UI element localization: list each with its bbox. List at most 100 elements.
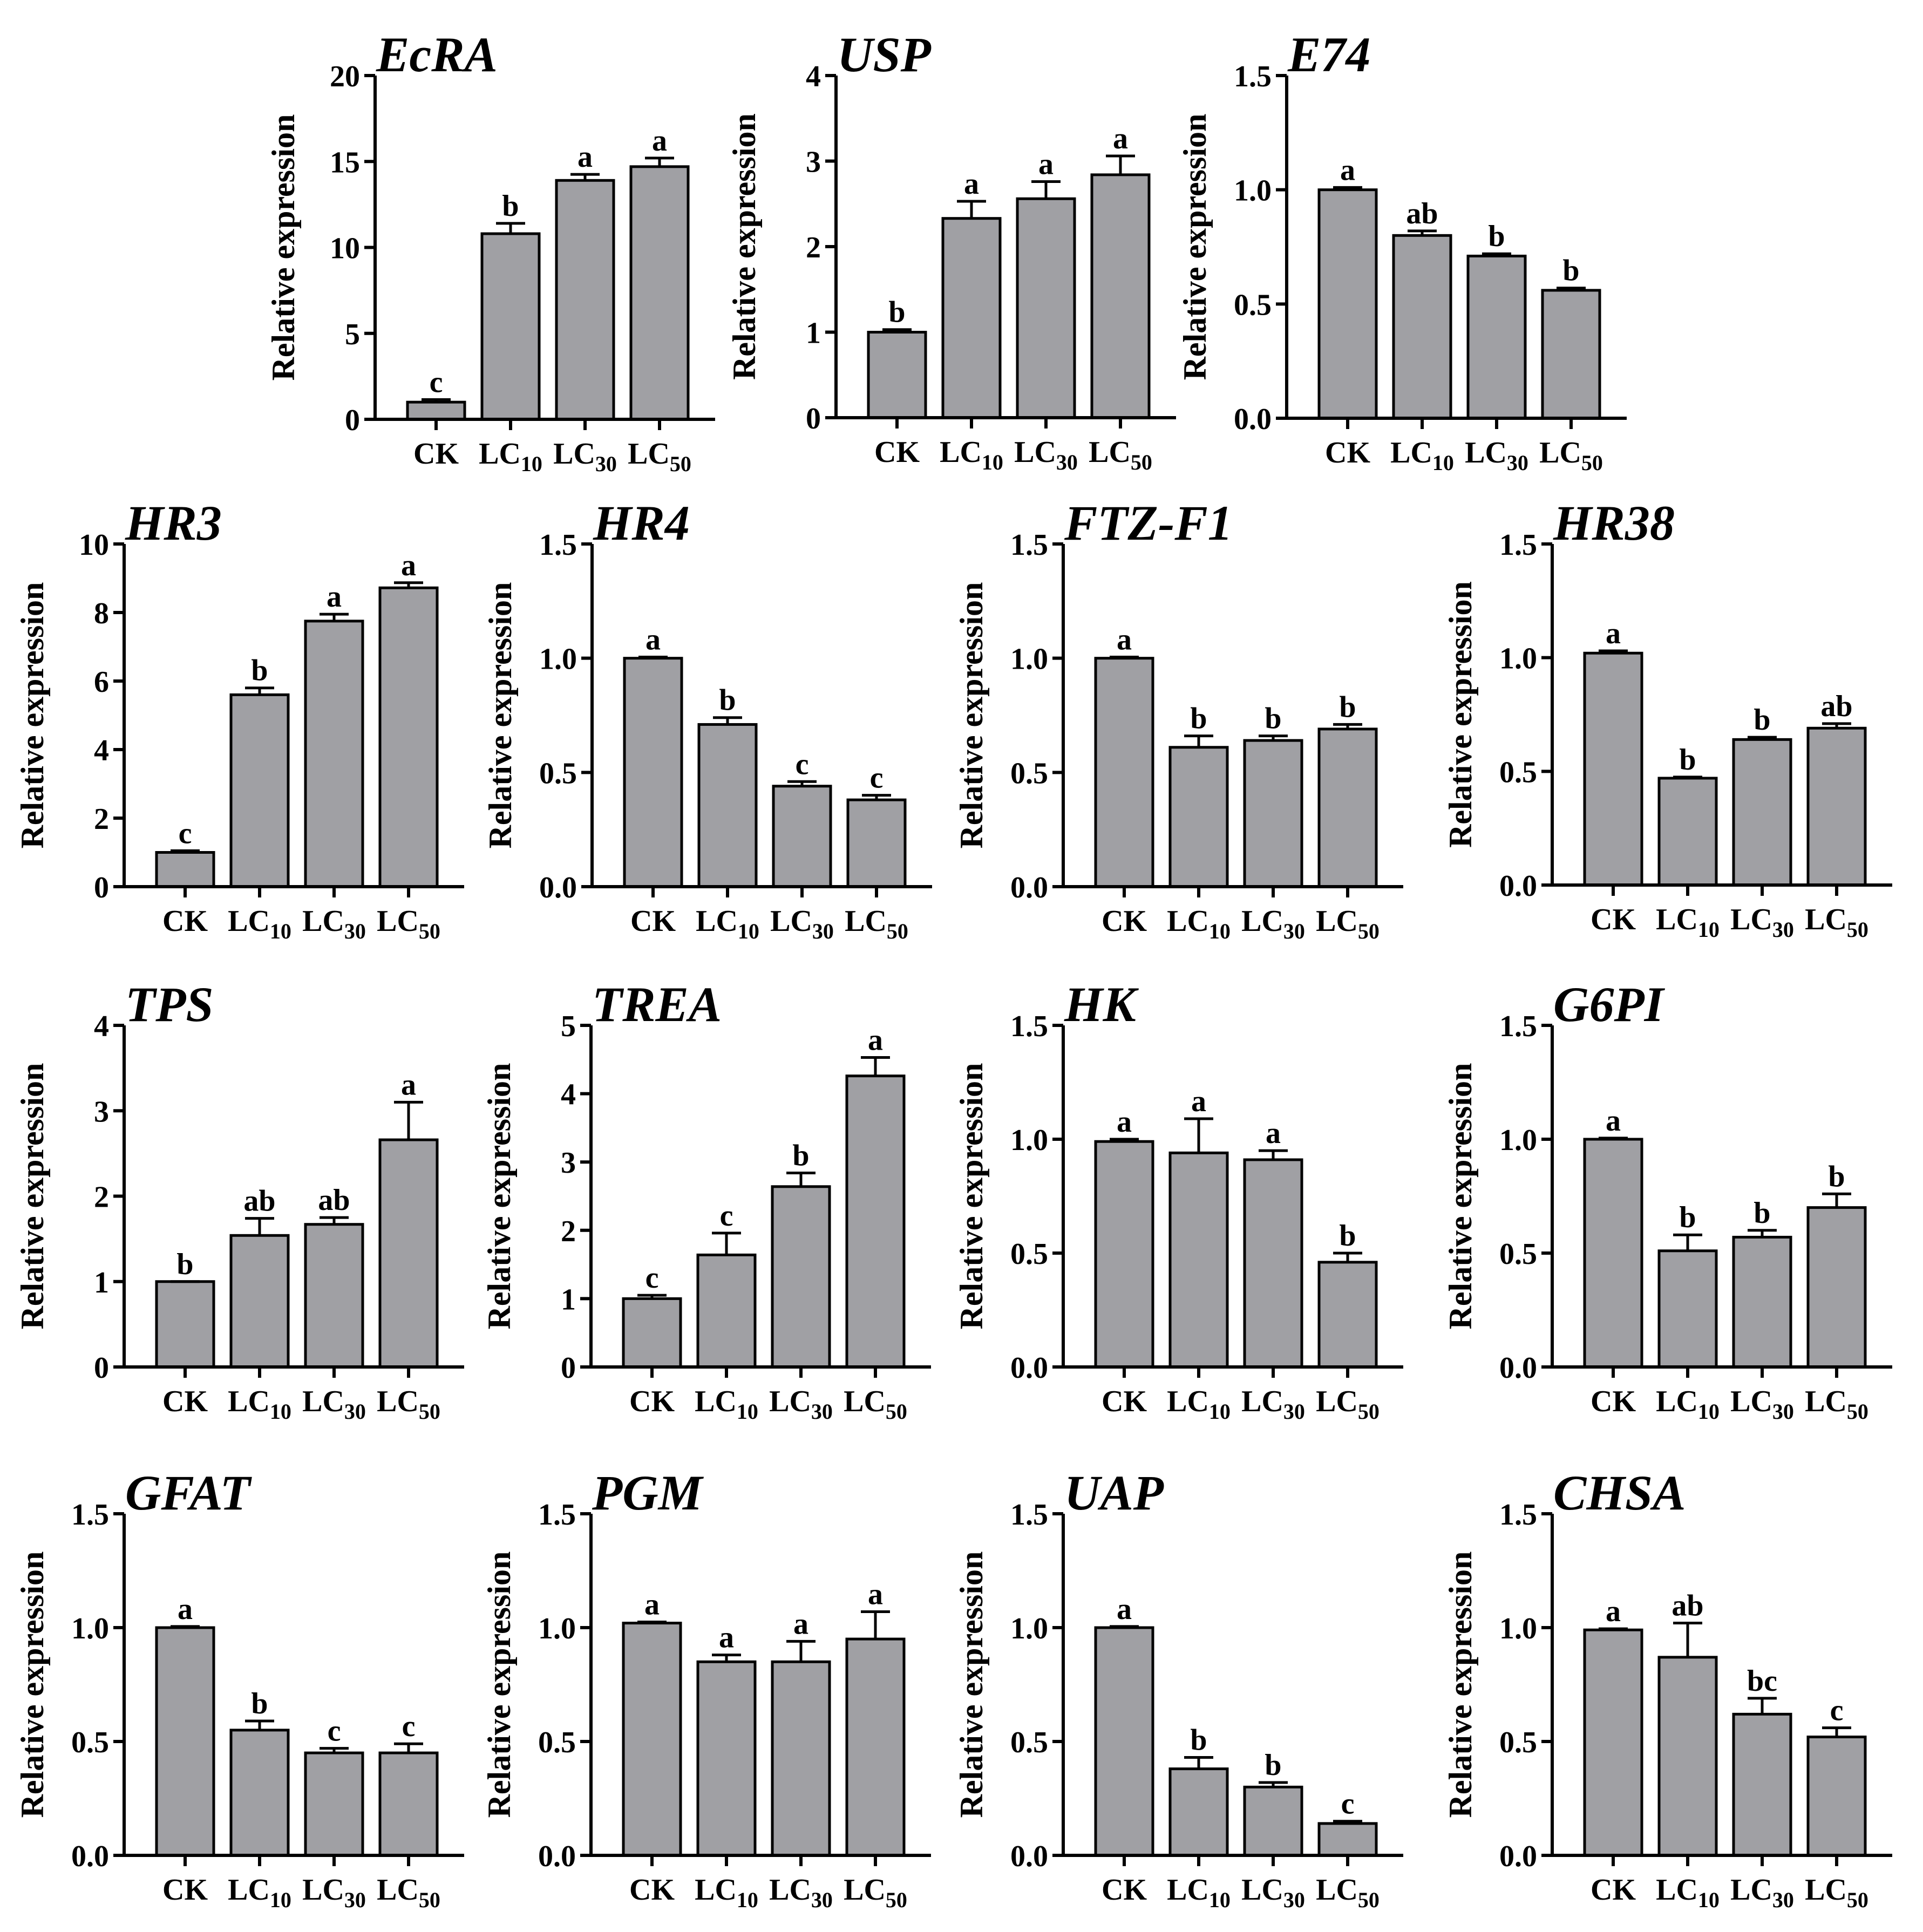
- y-tick-label: 0.5: [539, 757, 577, 790]
- bar: [1168, 1767, 1229, 1857]
- bar: [1806, 726, 1867, 887]
- bar: [1657, 777, 1718, 887]
- bar: [229, 693, 290, 888]
- y-tick-label: 1: [561, 1283, 576, 1316]
- chart-panel: abb ab0.00.51.01.5CK LC10 LC30 LC50Relative …: [1443, 495, 1892, 942]
- significance-letter: a: [868, 1024, 883, 1057]
- y-tick-label: 0.0: [1010, 1840, 1048, 1873]
- bar: [1317, 1261, 1378, 1369]
- significance-letter: b: [1265, 1749, 1281, 1782]
- bar: [155, 1626, 215, 1857]
- bar: [155, 851, 215, 888]
- x-tick-label: LC50: [377, 1873, 440, 1912]
- x-tick-label: LC50: [377, 1385, 440, 1424]
- x-tick-label: LC50: [628, 437, 691, 476]
- significance-letter: a: [652, 124, 667, 158]
- x-tick-label: LC10: [228, 1873, 291, 1912]
- bar: [555, 179, 615, 421]
- chart-panel: b ab ab a 0 1 2 3 4 CK LC10 LC30 LC50 Relative expres…: [15, 977, 464, 1424]
- significance-letter: b: [1754, 703, 1770, 737]
- significance-letter: a: [1113, 122, 1128, 155]
- gene-title: TPS: [125, 977, 214, 1032]
- bar: [1732, 1712, 1792, 1857]
- x-tick-label: CK: [162, 904, 208, 938]
- chart-panel: a a a b 0.0 0.5 1.0 1.5 CK LC10 LC30 LC50 Relative e…: [954, 977, 1403, 1424]
- x-tick-label: LC50: [845, 904, 908, 943]
- significance-letter: b: [1828, 1160, 1845, 1193]
- gene-title: HR4: [593, 495, 690, 550]
- y-axis-title: Relative expression: [15, 1552, 50, 1818]
- significance-letter: b: [1679, 1201, 1696, 1234]
- x-tick-label: LC50: [1316, 904, 1380, 943]
- y-tick-label: 1.5: [538, 1498, 576, 1532]
- x-tick-label: LC50: [1316, 1873, 1380, 1912]
- bar: [1806, 1736, 1867, 1857]
- y-tick-label: 4: [806, 60, 821, 93]
- x-tick-label: LC10: [1656, 1385, 1720, 1424]
- x-tick-label: CK: [630, 904, 676, 938]
- x-tick-label: CK: [162, 1873, 208, 1907]
- bar: [1243, 739, 1303, 888]
- x-tick-label: CK: [874, 436, 920, 469]
- gene-title: HR38: [1553, 495, 1675, 550]
- bar: [304, 620, 364, 888]
- y-tick-label: 0: [806, 402, 821, 436]
- y-tick-label: 0.0: [1234, 403, 1272, 436]
- chart-panel: c c b a 0 1 2 3 4 5 CK LC10 LC30 LC50 Relative express…: [481, 977, 931, 1424]
- significance-letter: c: [645, 1261, 659, 1295]
- x-tick-label: LC10: [1167, 1385, 1231, 1424]
- significance-letter: b: [1190, 1724, 1207, 1757]
- x-tick-label: LC30: [1241, 904, 1305, 943]
- bar: [1541, 289, 1601, 420]
- y-axis-title: Relative expression: [481, 1552, 517, 1818]
- chart-panel: c b a a 0 5 10 15 20 CK LC10 LC30 LC50 Relative expre…: [266, 27, 715, 476]
- y-tick-label: 0.5: [1010, 1237, 1048, 1271]
- x-tick-label: LC30: [770, 904, 834, 943]
- bar: [771, 1185, 831, 1369]
- y-tick-label: 0.0: [1499, 1351, 1537, 1385]
- y-tick-label: 0.5: [1499, 1237, 1537, 1271]
- y-axis-title: Relative expression: [954, 582, 989, 849]
- y-tick-label: 1.0: [71, 1612, 109, 1645]
- y-tick-label: 1.5: [1010, 1498, 1048, 1532]
- significance-letter: a: [178, 1593, 193, 1626]
- y-tick-label: 1.5: [1499, 1010, 1537, 1043]
- significance-letter: b: [719, 684, 736, 717]
- significance-letter: b: [1754, 1196, 1770, 1230]
- significance-letter: a: [1266, 1117, 1281, 1150]
- x-tick-label: LC30: [302, 1873, 366, 1912]
- y-axis-title: Relative expression: [1443, 1063, 1478, 1330]
- significance-letter: a: [793, 1607, 808, 1641]
- chart-panel: a ab bc c 0.0 0.5 1.0 1.5 CK LC10 LC30 LC50 Relative…: [1443, 1465, 1892, 1912]
- x-tick-label: CK: [629, 1873, 675, 1907]
- x-tick-label: LC10: [228, 904, 291, 943]
- gene-title: GFAT: [125, 1465, 253, 1520]
- significance-letter: ab: [243, 1185, 275, 1218]
- significance-letter: a: [868, 1577, 883, 1611]
- gene-title: UAP: [1064, 1465, 1164, 1520]
- significance-letter: b: [1190, 702, 1207, 736]
- y-tick-label: 0.5: [1010, 757, 1048, 790]
- chart-panel: a b c c 0.0 0.5 1.0 1.5 CK LC10 LC30 LC50 Relative e…: [483, 495, 932, 943]
- gene-title: USP: [837, 27, 932, 82]
- x-tick-label: LC50: [1089, 436, 1152, 474]
- x-tick-label: LC10: [695, 1385, 758, 1424]
- y-tick-label: 0.5: [71, 1726, 109, 1759]
- y-tick-label: 10: [79, 528, 109, 562]
- y-tick-label: 0.0: [539, 871, 577, 904]
- chart-panel: b a a a 0 1 2 3 4 CK LC10 LC30 LC50 Relative expressi…: [726, 27, 1176, 474]
- y-tick-label: 0: [561, 1351, 576, 1385]
- significance-letter: a: [1117, 1593, 1132, 1626]
- significance-letter: a: [1191, 1085, 1206, 1118]
- x-tick-label: LC10: [228, 1385, 291, 1424]
- bar: [629, 165, 690, 421]
- x-tick-label: LC30: [1241, 1873, 1305, 1912]
- y-tick-label: 1.0: [1499, 1612, 1537, 1645]
- significance-letter: c: [402, 1710, 416, 1743]
- x-tick-label: LC10: [695, 1873, 758, 1912]
- x-tick-label: LC10: [940, 436, 1003, 474]
- bar: [1806, 1206, 1867, 1369]
- bar: [155, 1280, 215, 1369]
- x-tick-label: LC10: [1656, 903, 1720, 942]
